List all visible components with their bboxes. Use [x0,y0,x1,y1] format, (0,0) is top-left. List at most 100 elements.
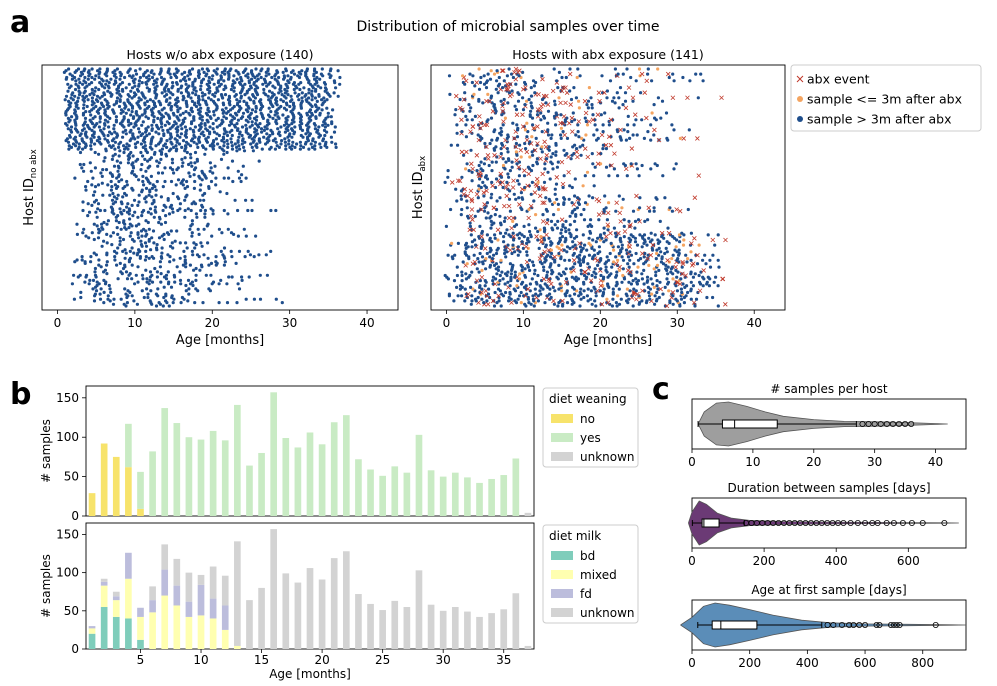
sample-point [103,208,107,213]
sample-point [236,208,240,213]
abx-event-marker [542,249,547,255]
sample-point [190,222,194,226]
abx-event-marker [640,251,645,256]
sample-point [283,130,287,134]
sample-point [100,174,104,178]
sample-point [496,246,500,250]
sample-point [444,224,448,228]
sample-point [130,186,134,190]
abx-event-marker [455,178,461,184]
sample-point [693,272,697,276]
sample-point [259,127,264,131]
abx-event-marker [492,153,497,158]
sample-point-early [560,289,564,293]
sample-point [165,120,169,124]
abx-event-marker [559,159,565,165]
sample-point [468,72,472,76]
sample-point-early [539,235,543,239]
sample-point [485,251,489,256]
bar-unknown-month-27 [403,607,411,649]
sample-point [157,110,161,114]
sample-point [255,132,259,136]
violin-duration-chart: Duration between samples [days]0 200 400 60… [688,481,967,568]
sample-point [284,67,288,71]
sample-point [665,136,669,140]
sample-point [268,133,272,138]
sample-point [84,130,88,134]
sample-point [222,144,226,148]
legend-label: sample <= 3m after abx [807,92,962,107]
sample-point [191,137,195,141]
bar-fd-month-9 [185,601,193,617]
sample-point [588,223,592,227]
sample-point [622,128,626,132]
sample-point [180,84,184,88]
sample-point [269,249,273,253]
sample-point [113,183,117,187]
sample-point [224,116,228,120]
sample-point [125,179,129,184]
sample-point [82,227,86,231]
sample-point [495,136,500,140]
sample-point [503,282,507,286]
sample-point [618,135,622,139]
sample-point [284,82,288,86]
sample-point [144,176,148,180]
sample-point [219,74,223,78]
sample-point [173,137,177,141]
sample-point [632,287,636,291]
sample-point [144,244,149,248]
sample-point [134,110,138,114]
sample-point [127,207,131,211]
abx-event-marker [479,234,484,239]
sample-point [460,273,464,278]
sample-point [120,87,125,92]
sample-point [711,253,715,257]
sample-point [254,122,258,126]
sample-point [139,243,144,247]
sample-point [523,103,527,107]
sample-point [253,87,257,92]
sample-point [204,273,208,277]
sample-point [87,82,91,86]
sample-point [250,137,254,141]
sample-point [577,294,581,298]
sample-point [544,243,548,247]
sample-point [196,145,200,149]
sample-point [571,111,575,115]
sample-point [312,72,316,76]
sample-point [634,251,638,256]
sample-point [625,67,629,71]
bar-yes-month-24 [367,469,374,516]
sample-point [510,251,514,256]
sample-point [517,196,521,200]
sample-point [222,79,226,83]
sample-point [459,194,463,198]
abx-event-marker [512,136,517,141]
sample-point [107,125,111,129]
sample-point [476,209,480,213]
sample-point [121,195,125,199]
sample-point [656,238,660,242]
sample-point [473,114,477,118]
sample-point [240,142,244,146]
sample-point [92,130,96,134]
sample-point [582,207,586,212]
sample-point [689,280,693,284]
sample-point [200,67,204,71]
sample-point [500,270,504,274]
sample-point [645,243,649,247]
sample-point [652,206,656,210]
abx-event-marker [606,134,612,139]
sample-point [482,301,486,305]
sample-point [316,84,320,88]
sample-point [144,147,148,151]
abx-event-marker [548,281,554,287]
abx-event-marker [583,110,589,116]
sample-point [569,157,573,161]
sample-point [590,302,594,306]
sample-point [636,279,641,283]
abx-event-marker [535,141,540,146]
sample-point [92,237,96,242]
sample-point [280,93,284,97]
